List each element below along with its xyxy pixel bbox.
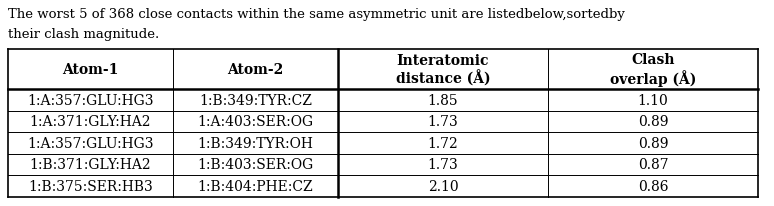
Text: 1:B:375:SER:HB3: 1:B:375:SER:HB3 <box>28 179 153 193</box>
Text: 1:B:371:GLY:HA2: 1:B:371:GLY:HA2 <box>29 157 151 171</box>
Text: 1:A:357:GLU:HG3: 1:A:357:GLU:HG3 <box>27 93 154 107</box>
Text: Atom-2: Atom-2 <box>228 63 283 77</box>
Text: 1.85: 1.85 <box>428 93 458 107</box>
Text: 0.89: 0.89 <box>638 136 668 150</box>
Text: 1.73: 1.73 <box>427 157 458 171</box>
Text: 2.10: 2.10 <box>428 179 458 193</box>
Text: 1:A:403:SER:OG: 1:A:403:SER:OG <box>197 115 313 129</box>
Text: 0.89: 0.89 <box>638 115 668 129</box>
Text: Atom-1: Atom-1 <box>63 63 118 77</box>
Text: The worst 5 of 368 close contacts within the same asymmetric unit are listedbelo: The worst 5 of 368 close contacts within… <box>8 8 625 21</box>
Text: 1.73: 1.73 <box>427 115 458 129</box>
Text: their clash magnitude.: their clash magnitude. <box>8 28 159 41</box>
Text: 1:B:404:PHE:CZ: 1:B:404:PHE:CZ <box>197 179 313 193</box>
Text: 1:A:371:GLY:HA2: 1:A:371:GLY:HA2 <box>29 115 151 129</box>
Text: 1:B:403:SER:OG: 1:B:403:SER:OG <box>197 157 313 171</box>
Text: 1:B:349:TYR:CZ: 1:B:349:TYR:CZ <box>199 93 312 107</box>
Text: Interatomic
distance (Å): Interatomic distance (Å) <box>396 53 490 86</box>
Text: 1.10: 1.10 <box>638 93 669 107</box>
Text: 1:A:357:GLU:HG3: 1:A:357:GLU:HG3 <box>27 136 154 150</box>
Text: 0.86: 0.86 <box>638 179 668 193</box>
Text: 1.72: 1.72 <box>427 136 458 150</box>
Text: 0.87: 0.87 <box>638 157 668 171</box>
Text: Clash
overlap (Å): Clash overlap (Å) <box>610 53 696 87</box>
Text: 1:B:349:TYR:OH: 1:B:349:TYR:OH <box>197 136 313 150</box>
